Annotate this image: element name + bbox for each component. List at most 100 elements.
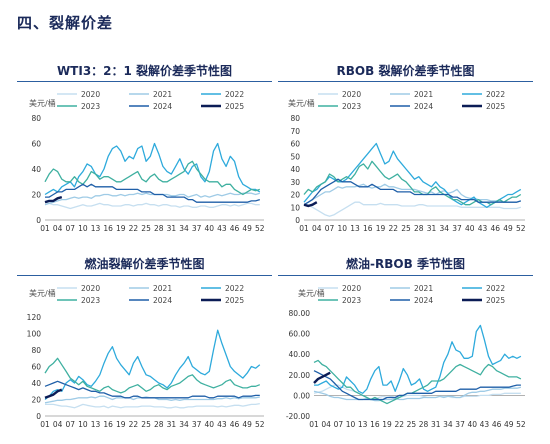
x-tick-label: 19 [116,224,126,233]
x-tick-label: 04 [53,224,63,233]
x-tick-label: 37 [452,224,462,233]
y-tick-label: 20 [31,191,41,200]
title-divider [278,81,533,82]
x-tick-label: 07 [65,224,75,233]
x-tick-label: 46 [230,224,240,233]
y-tick-label: 40.00 [289,350,311,359]
x-tick-label: 01 [40,420,50,429]
x-tick-label: 13 [358,420,368,429]
x-tick-label: 22 [388,224,398,233]
x-tick-label: 28 [154,420,164,429]
x-tick-label: 43 [480,420,490,429]
x-tick-label: 10 [337,224,347,233]
series-line-2023 [313,359,522,405]
y-tick-label: 120 [27,313,42,322]
y-tick-label: 80 [31,346,41,355]
title-divider [17,275,272,276]
chart-title: WTI3：2：1 裂解价差季节性图 [56,64,233,78]
y-tick-label: 0 [36,216,41,225]
x-tick-label: 10 [78,420,88,429]
x-tick-label: 19 [116,420,126,429]
x-tick-label: 37 [192,224,202,233]
y-tick-label: 80.00 [289,309,311,318]
legend-label-2020: 2020 [342,90,361,99]
x-tick-label: 52 [516,224,526,233]
legend-label-2023: 2023 [342,296,361,305]
x-tick-label: 37 [455,420,465,429]
series-line-2025 [44,388,63,399]
x-tick-label: 22 [129,224,139,233]
y-tick-label: 40 [31,165,41,174]
x-tick-label: 40 [465,224,475,233]
y-tick-label: 0.00 [293,391,310,400]
legend-label-2025: 2025 [225,296,244,305]
x-tick-label: 22 [394,420,404,429]
series-line-2025 [313,371,331,384]
y-tick-label: 60 [31,363,41,372]
legend-label-2025: 2025 [225,102,244,111]
x-tick-label: 25 [407,420,417,429]
x-tick-label: 46 [492,420,502,429]
x-tick-label: 43 [478,224,488,233]
legend-label-2020: 2020 [81,90,100,99]
x-tick-label: 31 [167,224,177,233]
series-line-2023 [303,160,522,206]
series-line-2024 [313,370,521,401]
x-tick-label: 13 [91,420,101,429]
x-tick-label: 10 [78,224,88,233]
legend-label-2022: 2022 [225,90,244,99]
x-tick-label: 22 [129,420,139,429]
y-tick-label: 40 [290,165,300,174]
x-tick-label: 28 [419,420,429,429]
legend-label-2020: 2020 [342,284,361,293]
series-line-2020 [44,201,260,210]
series-line-2021 [313,386,522,402]
y-tick-label: 40 [31,379,41,388]
y-tick-label: 0 [36,412,41,421]
series-line-2024 [44,380,260,399]
section-title: 四、裂解价差 [17,14,114,32]
x-tick-label: 34 [179,224,189,233]
y-tick-label: 60 [290,140,300,149]
x-tick-label: 52 [516,420,526,429]
y-tick-label: 30 [290,178,300,187]
legend-label-2023: 2023 [81,296,100,305]
legend-label-2024: 2024 [414,296,433,305]
x-tick-label: 31 [431,420,441,429]
legend-label-2024: 2024 [153,296,172,305]
series-line-2025 [303,201,318,208]
legend-label-2024: 2024 [414,102,433,111]
y-tick-label: 10 [290,203,300,212]
series-line-2022 [314,324,522,394]
x-tick-label: 10 [346,420,356,429]
legend-label-2020: 2020 [81,284,100,293]
y-tick-label: 20 [31,396,41,405]
x-tick-label: 37 [192,420,202,429]
title-divider [278,275,533,276]
x-tick-label: 01 [40,224,50,233]
legend-label-2021: 2021 [153,90,172,99]
x-tick-label: 40 [204,224,214,233]
x-tick-label: 34 [443,420,453,429]
x-tick-label: 16 [370,420,380,429]
series-line-2020 [304,201,521,217]
chart-panel-rbob: RBOB 裂解价差季节性图 美元/桶 2020 2021 2022 2023 2024 20… [278,58,533,248]
y-tick-label: 50 [290,152,300,161]
y-tick-label: -20.00 [286,412,310,421]
series-line-2023 [44,357,261,394]
chart-panel-fuel-rbob: 燃油-RBOB 季节性图 美元/桶 2020 2021 2022 2023 2024 202… [278,250,533,440]
y-axis-unit-label: 美元/桶 [288,98,315,108]
x-tick-label: 43 [217,420,227,429]
x-tick-label: 40 [204,420,214,429]
y-tick-label: 0 [295,216,300,225]
y-tick-label: 100 [27,330,42,339]
legend-label-2021: 2021 [153,284,172,293]
x-tick-label: 52 [255,420,265,429]
y-tick-label: 20.00 [289,371,311,380]
series-line-2022 [44,329,261,401]
x-tick-label: 34 [179,420,189,429]
series-line-2025 [44,195,63,204]
series-line-2021 [44,192,260,206]
chart-panel-fuel-oil: 燃油裂解价差季节性图 美元/桶 2020 2021 2022 2023 2024 2025 0… [17,250,272,440]
